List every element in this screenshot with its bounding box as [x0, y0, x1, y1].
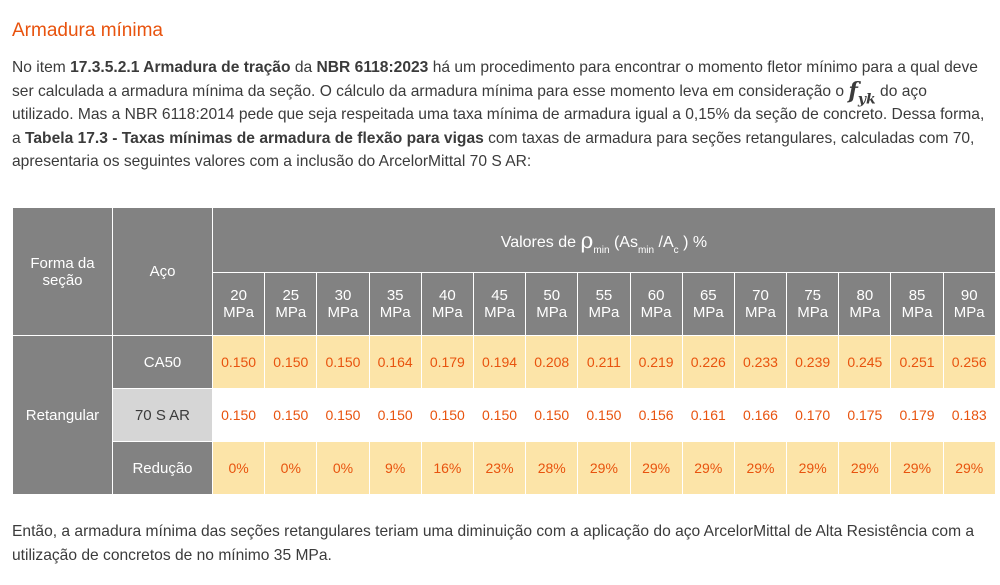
- value-cell: 29%: [577, 441, 631, 495]
- value-cell: 0.150: [577, 388, 631, 442]
- value-cell: 0.179: [890, 388, 944, 442]
- value-cell: 0.239: [786, 335, 840, 389]
- value-cell: 0.251: [890, 335, 944, 389]
- forma-cell: Retangular: [12, 335, 113, 495]
- item-reference: 17.3.5.2.1 Armadura de tração: [70, 59, 291, 76]
- value-cell: 29%: [733, 441, 788, 495]
- intro-paragraph: No item 17.3.5.2.1 Armadura de tração da…: [12, 59, 985, 170]
- value-cell: 0%: [264, 441, 318, 495]
- value-cell: 0.179: [420, 335, 474, 389]
- strength-header: 20 MPa: [211, 272, 266, 336]
- value-cell: 0%: [211, 441, 266, 495]
- value-cell: 0.150: [525, 388, 579, 442]
- value-cell: 0.150: [368, 388, 422, 442]
- conclusion-paragraph: Então, a armadura mínima das seções reta…: [12, 523, 975, 564]
- header-forma: Forma da seção: [12, 207, 113, 336]
- row-reducao: Redução 0% 0% 0% 9% 16% 23% 28% 29% 29% 29% 29% 29% 2…: [13, 441, 996, 495]
- value-cell: 0.150: [211, 388, 266, 442]
- value-cell: 0.175: [838, 388, 892, 442]
- value-cell: 0.211: [577, 335, 631, 389]
- value-cell: 0.150: [316, 335, 370, 389]
- value-cell: 0%: [316, 441, 370, 495]
- fyk-symbol: fyk: [848, 77, 876, 107]
- strength-header: 35 MPa: [368, 272, 422, 336]
- value-cell: 9%: [368, 441, 422, 495]
- min-reinforcement-table: Forma da seção Aço Valores de ρmin (Asmi…: [12, 207, 996, 495]
- header-aco: Aço: [112, 207, 213, 336]
- value-cell: 29%: [681, 441, 735, 495]
- value-cell: 0.164: [368, 335, 422, 389]
- strength-header: 80 MPa: [838, 272, 892, 336]
- steel-label: 70 S AR: [112, 388, 213, 442]
- strength-header: 30 MPa: [316, 272, 370, 336]
- value-cell: 0.161: [681, 388, 735, 442]
- value-cell: 0.226: [681, 335, 735, 389]
- row-70sar: 70 S AR 0.150 0.150 0.150 0.150 0.150 0.150 0.1…: [13, 388, 996, 442]
- value-cell: 0.233: [733, 335, 788, 389]
- value-cell: 0.208: [525, 335, 579, 389]
- value-cell: 0.150: [472, 388, 527, 442]
- value-cell: 28%: [525, 441, 579, 495]
- row-ca50: Retangular CA50 0.150 0.150 0.150 0.164 0.179 0…: [12, 335, 996, 495]
- value-cell: 29%: [942, 441, 996, 495]
- value-cell: 0.194: [472, 335, 527, 389]
- strength-header: 90 MPa: [942, 272, 996, 336]
- section-title: Armadura mínima: [12, 20, 163, 41]
- strength-header: 45 MPa: [472, 272, 527, 336]
- strength-header: 75 MPa: [786, 272, 840, 336]
- strength-header: 65 MPa: [681, 272, 735, 336]
- value-cell: 0.150: [264, 335, 318, 389]
- value-cell: 23%: [472, 441, 527, 495]
- value-cell: 29%: [786, 441, 840, 495]
- strength-header: 70 MPa: [733, 272, 788, 336]
- standard-reference: NBR 6118:2023: [316, 59, 429, 76]
- value-cell: 29%: [838, 441, 892, 495]
- strength-header: 50 MPa: [525, 272, 579, 336]
- strength-header: 25 MPa: [264, 272, 318, 336]
- value-cell: 0.183: [942, 388, 996, 442]
- value-cell: 16%: [420, 441, 474, 495]
- strength-header: 40 MPa: [420, 272, 474, 336]
- value-cell: 0.166: [733, 388, 788, 442]
- value-cell: 0.170: [786, 388, 840, 442]
- value-cell: 0.256: [942, 335, 996, 389]
- value-cell: 29%: [890, 441, 944, 495]
- strength-header: 85 MPa: [890, 272, 944, 336]
- value-cell: 0.156: [629, 388, 683, 442]
- value-cell: 29%: [629, 441, 683, 495]
- value-cell: 0.150: [420, 388, 474, 442]
- header-values: Valores de ρmin (Asmin /Ac ) %: [212, 207, 996, 273]
- value-cell: 0.219: [629, 335, 683, 389]
- steel-label: Redução: [112, 441, 213, 495]
- value-cell: 0.150: [264, 388, 318, 442]
- table-reference: Tabela 17.3 - Taxas mínimas de armadura …: [25, 129, 484, 147]
- strength-header: 60 MPa: [629, 272, 683, 336]
- value-cell: 0.150: [316, 388, 370, 442]
- strength-header: 55 MPa: [577, 272, 631, 336]
- value-cell: 0.150: [211, 335, 266, 389]
- value-cell: 0.245: [838, 335, 892, 389]
- steel-label: CA50: [112, 335, 213, 389]
